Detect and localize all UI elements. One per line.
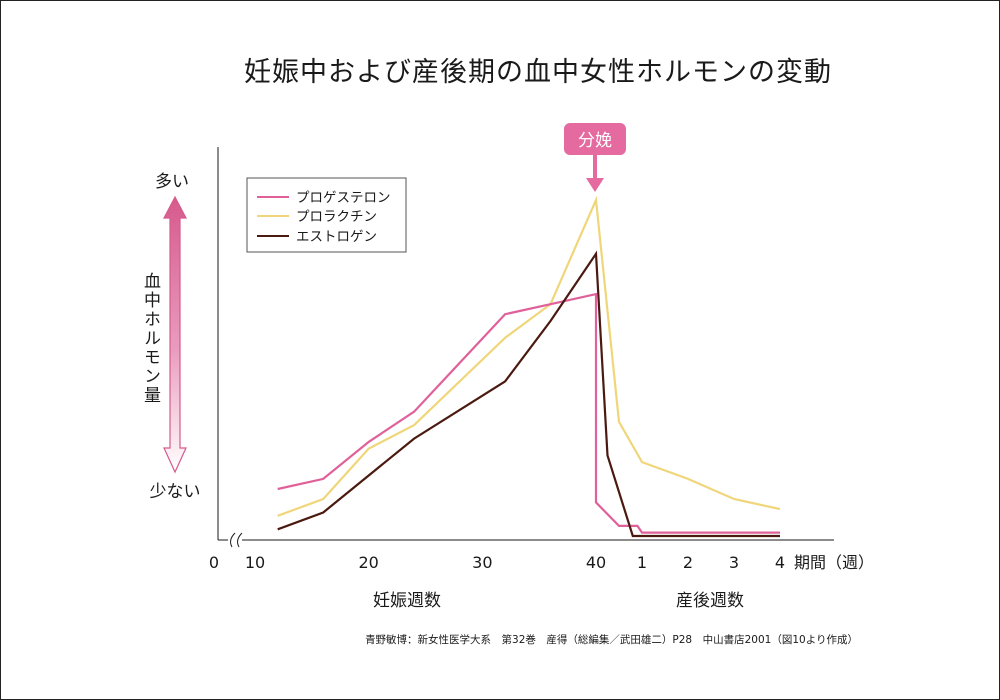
x-tick-postpartum: 1 bbox=[637, 553, 647, 572]
x-tick-postpartum: 4 bbox=[775, 553, 785, 572]
x-pregnancy-label: 妊娠週数 bbox=[373, 591, 441, 611]
series-lines bbox=[277, 195, 781, 538]
x-tick-pregnancy: 20 bbox=[358, 553, 378, 572]
axis-break-mark bbox=[237, 532, 243, 548]
delivery-badge bbox=[564, 123, 626, 155]
y-bottom-label: 少ない bbox=[150, 482, 201, 502]
delivery-arrow-head bbox=[586, 178, 604, 192]
series-line-prolactin bbox=[277, 195, 781, 517]
delivery-annotation: 分娩 bbox=[564, 123, 626, 192]
delivery-arrow-shaft bbox=[593, 155, 597, 179]
x-tick-pregnancy: 10 bbox=[245, 553, 265, 572]
x-ticks: 10 20 30 40 1 2 3 4 bbox=[245, 553, 785, 572]
x-tick-pregnancy: 40 bbox=[586, 553, 606, 572]
series-line-progesterone bbox=[277, 292, 780, 534]
legend: プロゲステロン プロラクチン エストロゲン bbox=[246, 177, 407, 253]
source-citation: 青野敏博：新女性医学大系 第32巻 産得（総編集／武田雄二）P28 中山書店20… bbox=[365, 634, 858, 646]
x-unit-label: 期間（週） bbox=[794, 553, 874, 572]
y-scale-arrow bbox=[163, 195, 187, 474]
chart-title: 妊娠中および産後期の血中女性ホルモンの変動 bbox=[244, 57, 832, 88]
delivery-label: 分娩 bbox=[578, 131, 612, 151]
legend-label-prolactin: プロラクチン bbox=[296, 209, 377, 225]
legend-label-estrogen: エストロゲン bbox=[296, 229, 377, 245]
series-line-estrogen bbox=[277, 250, 780, 538]
y-top-label: 多い bbox=[155, 172, 189, 192]
y-axis-label: 血中ホルモン量 bbox=[140, 272, 161, 405]
x-origin-tick: 0 bbox=[209, 553, 219, 572]
x-tick-postpartum: 2 bbox=[683, 553, 693, 572]
axis-break-gap bbox=[228, 532, 242, 548]
x-tick-pregnancy: 30 bbox=[472, 553, 492, 572]
x-tick-postpartum: 3 bbox=[729, 553, 739, 572]
axis-break-mark bbox=[230, 532, 236, 548]
legend-label-progesterone: プロゲステロン bbox=[296, 190, 391, 206]
x-postpartum-label: 産後週数 bbox=[676, 591, 744, 611]
